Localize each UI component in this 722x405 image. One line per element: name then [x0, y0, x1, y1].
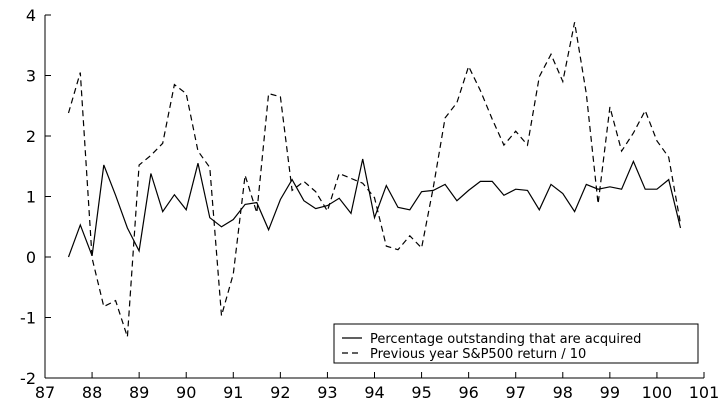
y-tick-label: 0 — [26, 248, 36, 267]
y-tick-label: 2 — [26, 127, 36, 146]
x-tick-label: 88 — [82, 383, 102, 402]
y-tick-label: 3 — [26, 67, 36, 86]
x-tick-label: 93 — [317, 383, 337, 402]
x-tick-label: 98 — [553, 383, 573, 402]
x-tick-label: 95 — [411, 383, 431, 402]
legend-label-2: Previous year S&P500 return / 10 — [370, 347, 586, 362]
x-tick-label: 87 — [35, 383, 55, 402]
legend-label-1: Percentage outstanding that are acquired — [370, 332, 641, 347]
y-axis: -2 -1 0 1 2 3 4 — [20, 6, 51, 388]
y-tick-label: 1 — [26, 188, 36, 207]
x-tick-label: 89 — [129, 383, 149, 402]
y-tick-label: -2 — [20, 369, 36, 388]
legend-box — [333, 323, 699, 364]
x-tick-label: 100 — [642, 383, 673, 402]
series-line-2 — [67, 22, 682, 338]
series-lines — [67, 22, 682, 338]
x-axis: 87 88 89 90 91 92 93 94 95 96 97 98 99 100 101 — [35, 372, 719, 402]
x-tick-label: 96 — [458, 383, 478, 402]
y-tick-label: -1 — [20, 309, 36, 328]
x-tick-label: 90 — [176, 383, 196, 402]
x-tick-label: 91 — [223, 383, 243, 402]
series-line-1 — [67, 158, 682, 258]
x-tick-label: 97 — [506, 383, 526, 402]
x-tick-label: 101 — [689, 383, 720, 402]
x-tick-label: 99 — [600, 383, 620, 402]
legend: Percentage outstanding that are acquired… — [333, 323, 699, 364]
x-tick-label: 94 — [364, 383, 384, 402]
y-tick-label: 4 — [26, 6, 36, 25]
x-tick-label: 92 — [270, 383, 290, 402]
